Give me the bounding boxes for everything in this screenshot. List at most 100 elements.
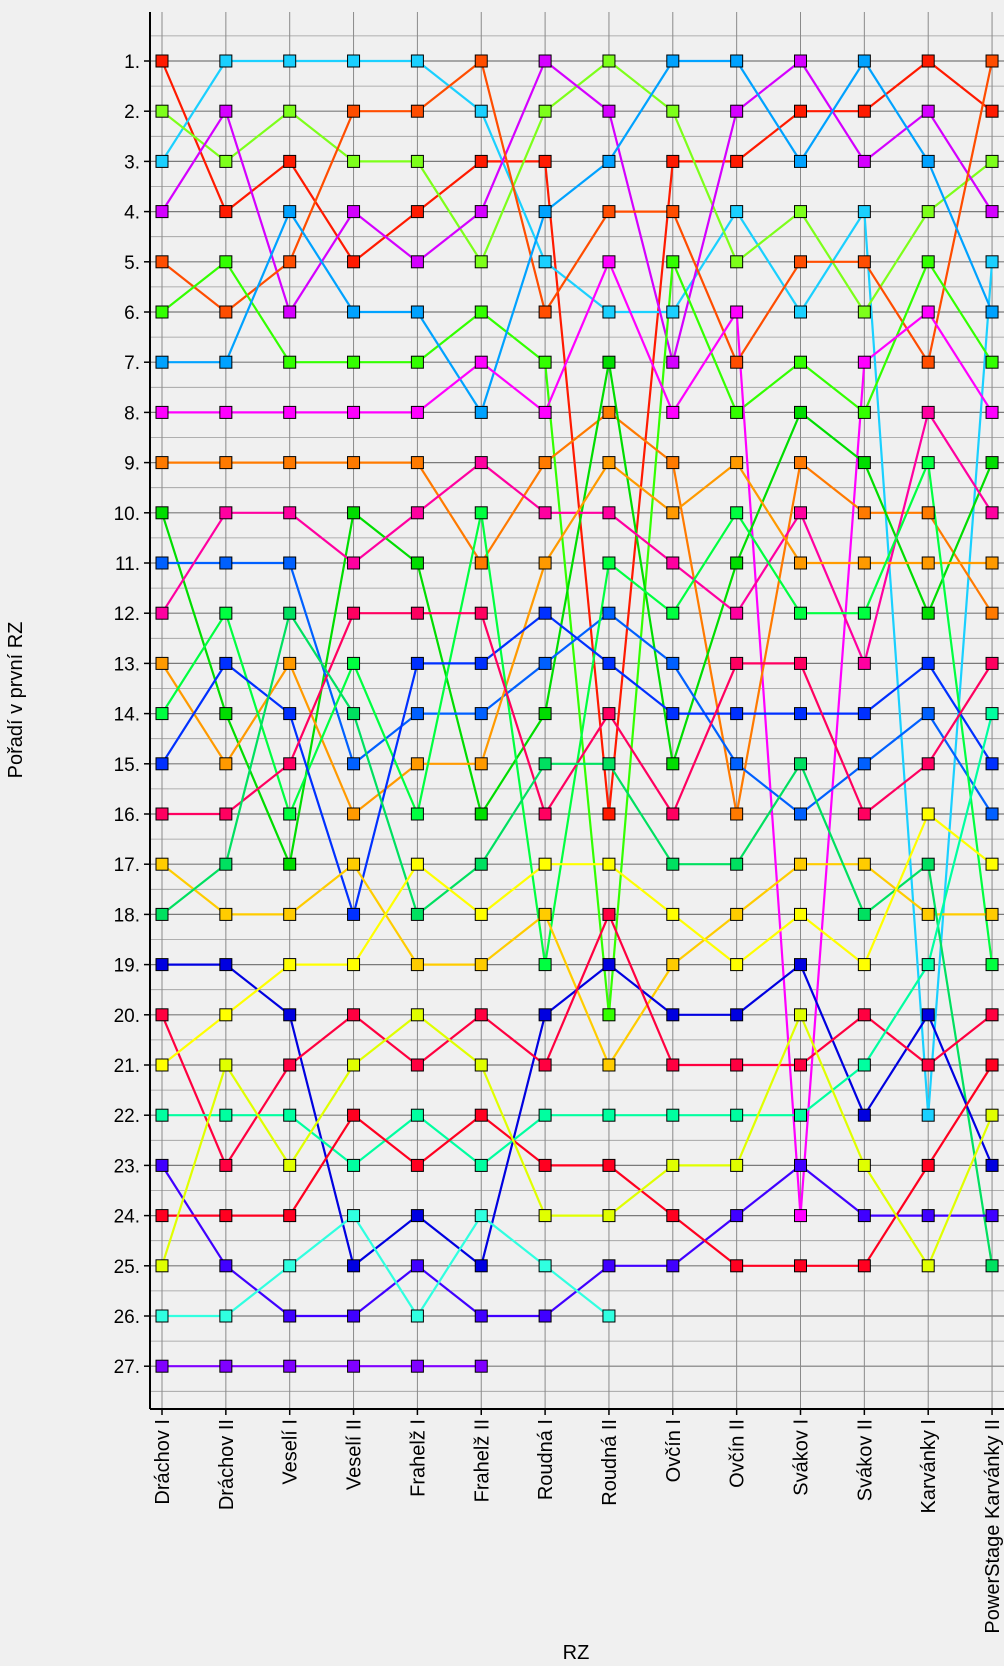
data-point xyxy=(794,1108,807,1122)
data-point xyxy=(602,456,616,470)
data-point xyxy=(410,907,424,921)
y-tick-label: 16. xyxy=(114,805,140,826)
data-point xyxy=(602,556,616,570)
data-point xyxy=(410,1008,424,1022)
data-point xyxy=(347,907,361,921)
data-point xyxy=(794,405,807,419)
y-tick-label: 12. xyxy=(114,604,140,625)
data-point xyxy=(410,506,424,520)
data-point xyxy=(219,757,233,771)
data-point xyxy=(474,1158,488,1172)
data-point xyxy=(155,456,169,470)
data-point xyxy=(602,154,616,168)
data-point xyxy=(602,1108,616,1122)
data-point xyxy=(538,1309,552,1323)
y-tick-label: 10. xyxy=(114,504,140,525)
data-point xyxy=(794,355,807,369)
data-point xyxy=(666,757,680,771)
series-line xyxy=(161,812,993,1066)
data-point xyxy=(538,456,552,470)
data-point xyxy=(666,1108,680,1122)
data-point xyxy=(794,807,807,821)
data-point xyxy=(474,104,488,118)
data-point xyxy=(602,907,616,921)
data-point xyxy=(538,656,552,670)
series-line xyxy=(160,913,993,1167)
data-point xyxy=(921,656,935,670)
data-point xyxy=(410,456,424,470)
data-point xyxy=(857,1108,871,1122)
data-point xyxy=(730,707,744,721)
data-point xyxy=(857,355,871,369)
data-point xyxy=(347,355,361,369)
x-tick-label: Karvánky I xyxy=(918,1419,940,1513)
x-tick-label: Veselí II xyxy=(344,1419,366,1490)
data-point xyxy=(474,305,488,319)
data-point xyxy=(602,1058,616,1072)
data-point xyxy=(538,1259,552,1273)
data-point xyxy=(794,456,807,470)
data-point xyxy=(794,1259,807,1273)
data-point xyxy=(283,506,297,520)
data-point xyxy=(474,606,488,620)
data-point xyxy=(347,1359,361,1373)
data-point xyxy=(410,707,424,721)
data-point xyxy=(155,757,169,771)
data-point xyxy=(155,907,169,921)
data-point xyxy=(219,54,233,68)
data-point xyxy=(921,506,935,520)
series-line xyxy=(162,59,994,414)
data-point xyxy=(219,255,233,269)
data-point xyxy=(538,305,552,319)
y-tick-label: 21. xyxy=(114,1056,140,1077)
data-point xyxy=(857,907,871,921)
data-point xyxy=(985,305,999,319)
data-point xyxy=(985,1259,999,1273)
series-markers xyxy=(155,54,999,1373)
data-point xyxy=(283,857,297,871)
data-point xyxy=(921,255,935,269)
data-point xyxy=(219,857,233,871)
data-point xyxy=(666,305,680,319)
series-line xyxy=(161,59,994,1117)
data-point xyxy=(730,958,744,972)
data-point xyxy=(283,205,297,219)
data-point xyxy=(155,355,169,369)
data-point xyxy=(666,104,680,118)
data-point xyxy=(857,154,871,168)
data-point xyxy=(730,556,744,570)
x-tick-label: Roudná I xyxy=(535,1419,557,1500)
data-point xyxy=(347,606,361,620)
data-point xyxy=(347,1209,361,1223)
data-point xyxy=(730,857,744,871)
data-point xyxy=(155,556,169,570)
data-point xyxy=(155,1058,169,1072)
data-point xyxy=(347,707,361,721)
data-point xyxy=(283,1309,297,1323)
data-point xyxy=(474,154,488,168)
data-point xyxy=(794,154,807,168)
data-point xyxy=(666,506,680,520)
data-point xyxy=(347,1008,361,1022)
data-point xyxy=(857,757,871,771)
data-point xyxy=(921,154,935,168)
data-point xyxy=(730,656,744,670)
data-point xyxy=(410,1259,424,1273)
data-point xyxy=(921,1158,935,1172)
data-point xyxy=(985,707,999,721)
data-point xyxy=(410,1108,424,1122)
data-point xyxy=(921,305,935,319)
data-point xyxy=(666,355,680,369)
data-point xyxy=(857,305,871,319)
data-point xyxy=(347,54,361,68)
data-point xyxy=(538,958,552,972)
data-point xyxy=(283,1259,297,1273)
data-point xyxy=(666,1259,680,1273)
data-point xyxy=(410,405,424,419)
data-point xyxy=(347,807,361,821)
data-point xyxy=(538,907,552,921)
data-point xyxy=(474,857,488,871)
y-tick-label: 23. xyxy=(114,1156,140,1177)
data-point xyxy=(921,205,935,219)
